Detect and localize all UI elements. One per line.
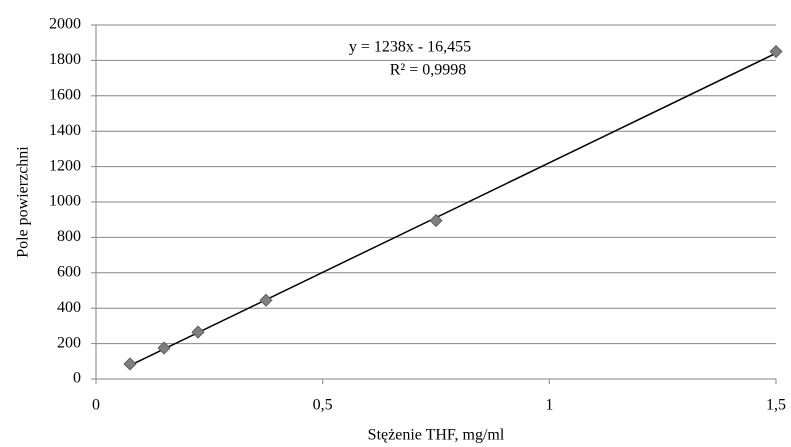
- x-tick-label: 0: [92, 397, 100, 414]
- y-tick-label: 200: [57, 334, 81, 351]
- data-point: [157, 341, 171, 355]
- y-tick-label: 1800: [49, 51, 81, 68]
- x-tick-label: 0,5: [313, 397, 333, 414]
- y-tick-label: 0: [73, 370, 81, 387]
- y-tick-label: 1400: [49, 122, 81, 139]
- trendline-equation: y = 1238x - 16,455: [349, 39, 471, 56]
- trendline-r-squared: R² = 0,9998: [390, 62, 467, 79]
- y-tick-label: 400: [57, 299, 81, 316]
- x-tick-label: 1: [545, 397, 553, 414]
- y-tick-label: 1600: [49, 86, 81, 103]
- data-point: [191, 325, 205, 339]
- y-tick-label: 1200: [49, 157, 81, 174]
- data-point: [769, 44, 783, 59]
- y-tick-label: 600: [57, 263, 81, 280]
- trendline: [129, 52, 777, 367]
- data-point: [123, 357, 137, 371]
- y-axis-label: Pole powierzchni: [15, 146, 32, 258]
- y-tick-label: 1000: [49, 193, 81, 210]
- y-tick-label: 800: [57, 228, 81, 245]
- y-tick-label: 2000: [49, 16, 81, 33]
- data-point: [429, 214, 443, 228]
- data-point: [259, 293, 273, 307]
- x-tick-label: 1,5: [766, 397, 786, 414]
- x-axis-label: Stężenie THF, mg/ml: [368, 427, 505, 444]
